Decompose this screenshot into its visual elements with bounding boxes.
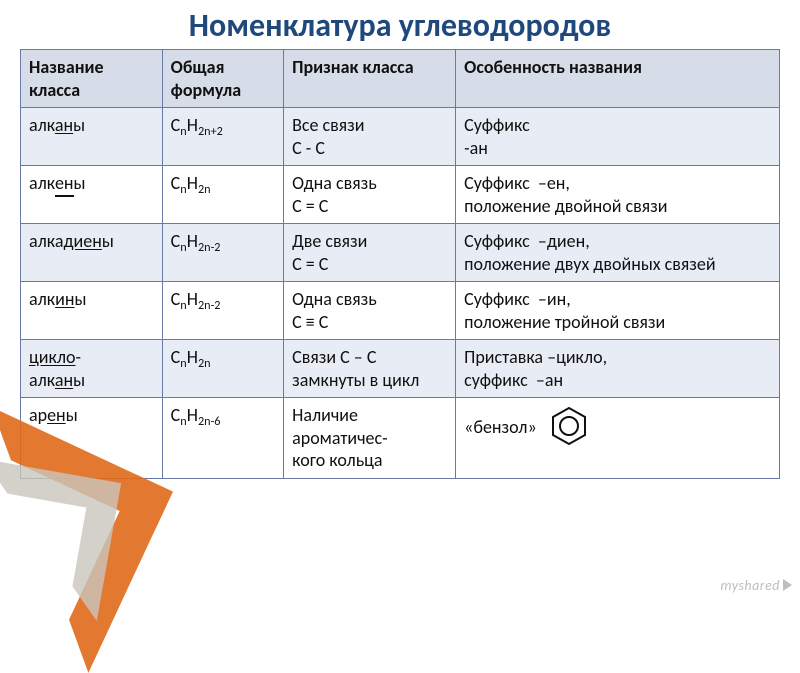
cell-formula: CnH2n-2 [162,282,283,340]
th-feature: Особенность названия [456,50,780,108]
cell-sign: Одна связьС ≡ С [284,282,456,340]
cell-class-name: алкадиены [21,224,163,282]
table-row: алкеныCnH2nОдна связьС = ССуффикс –ен,по… [21,166,780,224]
table-row: ареныCnH2n-6Наличиеароматичес-кого кольц… [21,398,780,479]
cell-class-name: арены [21,398,163,479]
cell-sign: Связи С – Сзамкнуты в цикл [284,340,456,398]
watermark: myshared [720,577,792,594]
table-row: алкадиеныCnH2n-2Две связиС = ССуффикс –д… [21,224,780,282]
cell-feature: Суффикс –ен,положение двойной связи [456,166,780,224]
cell-formula: CnH2n [162,166,283,224]
table-row: цикло-алканыCnH2nСвязи С – Сзамкнуты в ц… [21,340,780,398]
table-body: алканыCnH2n+2Все связиС - ССуффикс-аналк… [21,108,780,479]
cell-class-name: алкины [21,282,163,340]
cell-formula: CnH2n-6 [162,398,283,479]
cell-sign: Наличиеароматичес-кого кольца [284,398,456,479]
cell-class-name: алканы [21,108,163,166]
cell-feature: Суффикс –диен,положение двух двойных свя… [456,224,780,282]
hydrocarbons-table: Название класса Общая формула Признак кл… [20,49,780,479]
cell-formula: CnH2n [162,340,283,398]
watermark-text: myshared [720,577,780,594]
cell-feature: Приставка –цикло,суффикс –ан [456,340,780,398]
cell-sign: Две связиС = С [284,224,456,282]
cell-feature: Суффикс-ан [456,108,780,166]
cell-feature: «бензол» [456,398,780,479]
table-row: алканыCnH2n+2Все связиС - ССуффикс-ан [21,108,780,166]
play-icon [783,579,792,591]
table-row: алкиныCnH2n-2Одна связьС ≡ ССуффикс –ин,… [21,282,780,340]
cell-sign: Все связиС - С [284,108,456,166]
cell-formula: CnH2n+2 [162,108,283,166]
th-name: Название класса [21,50,163,108]
th-sign: Признак класса [284,50,456,108]
cell-feature: Суффикс –ин,положение тройной связи [456,282,780,340]
cell-formula: CnH2n-2 [162,224,283,282]
th-formula: Общая формула [162,50,283,108]
cell-class-name: цикло-алканы [21,340,163,398]
table-header-row: Название класса Общая формула Признак кл… [21,50,780,108]
page-title: Номенклатура углеводородов [0,0,800,49]
cell-sign: Одна связьС = С [284,166,456,224]
cell-class-name: алкены [21,166,163,224]
